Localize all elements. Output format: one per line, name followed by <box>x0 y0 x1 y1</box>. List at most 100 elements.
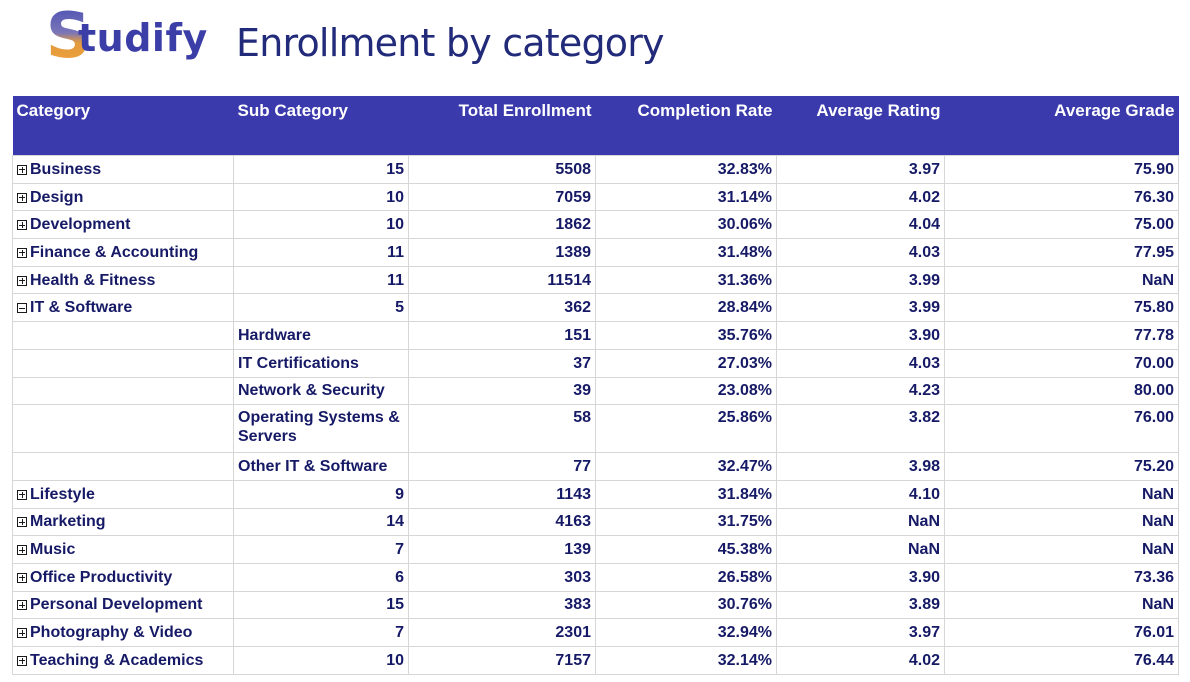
table-row: Development 10 1862 30.06% 4.04 75.00 <box>12 210 1179 240</box>
category-cell: Marketing <box>12 507 234 537</box>
collapse-icon[interactable] <box>17 303 27 314</box>
total-enrollment-cell: 362 <box>408 293 596 323</box>
completion-rate-cell: 26.58% <box>595 562 777 592</box>
table-row: Lifestyle 9 1143 31.84% 4.10 NaN <box>12 479 1179 509</box>
average-grade-cell: 70.00 <box>944 348 1179 378</box>
average-rating-cell: 3.89 <box>776 590 945 620</box>
category-label: Design <box>30 188 84 206</box>
category-label: IT & Software <box>30 299 133 317</box>
expand-icon[interactable] <box>17 517 27 528</box>
total-enrollment-cell: 39 <box>408 376 596 406</box>
sub-category-count-cell: 11 <box>233 265 409 295</box>
sub-category-name-cell: Network & Security <box>233 376 409 406</box>
average-rating-cell: 4.02 <box>776 646 945 675</box>
logo-s-mark: S <box>46 0 91 72</box>
category-cell: IT & Software <box>12 293 234 323</box>
sub-category-count-cell: 11 <box>233 238 409 267</box>
total-enrollment-cell: 2301 <box>408 618 596 647</box>
completion-rate-cell: 31.48% <box>595 238 777 267</box>
logo-wordmark: tudify <box>78 16 208 60</box>
table-row: Photography & Video 7 2301 32.94% 3.97 76.01 <box>12 618 1179 647</box>
column-header-category[interactable]: Category <box>12 96 234 156</box>
completion-rate-cell: 32.94% <box>595 618 777 647</box>
average-grade-cell: 77.78 <box>944 321 1179 350</box>
table-row: Marketing 14 4163 31.75% NaN NaN <box>12 507 1179 537</box>
page-title: Enrollment by category <box>236 21 665 65</box>
average-grade-cell: NaN <box>944 507 1179 537</box>
table-row: Personal Development 15 383 30.76% 3.89 NaN <box>12 590 1179 620</box>
table-row: Music 7 139 45.38% NaN NaN <box>12 535 1179 564</box>
table-subrow: Network & Security 39 23.08% 4.23 80.00 <box>12 376 1179 406</box>
sub-category-name-cell: Other IT & Software <box>233 452 409 481</box>
total-enrollment-cell: 5508 <box>408 155 596 184</box>
table-row: Health & Fitness 11 11514 31.36% 3.99 NaN <box>12 265 1179 295</box>
total-enrollment-cell: 139 <box>408 535 596 564</box>
average-rating-cell: 3.99 <box>776 293 945 323</box>
expand-icon[interactable] <box>17 655 27 666</box>
average-rating-cell: 3.97 <box>776 618 945 647</box>
average-rating-cell: NaN <box>776 507 945 537</box>
sub-category-count-cell: 10 <box>233 210 409 240</box>
total-enrollment-cell: 4163 <box>408 507 596 537</box>
expand-icon[interactable] <box>17 247 27 258</box>
table-row: Office Productivity 6 303 26.58% 3.90 73.36 <box>12 562 1179 592</box>
column-header-average-rating[interactable]: Average Rating <box>776 96 945 156</box>
sub-category-count-cell: 10 <box>233 646 409 675</box>
category-cell: Business <box>12 155 234 184</box>
category-cell: Office Productivity <box>12 562 234 592</box>
average-rating-cell: NaN <box>776 535 945 564</box>
table-row: Business 15 5508 32.83% 3.97 75.90 <box>12 155 1179 184</box>
completion-rate-cell: 30.76% <box>595 590 777 620</box>
sub-category-count-cell: 5 <box>233 293 409 323</box>
empty-category-cell <box>12 452 234 481</box>
total-enrollment-cell: 11514 <box>408 265 596 295</box>
category-label: Lifestyle <box>30 485 95 503</box>
average-rating-cell: 4.02 <box>776 182 945 212</box>
empty-category-cell <box>12 348 234 378</box>
completion-rate-cell: 25.86% <box>595 404 777 454</box>
category-label: Health & Fitness <box>30 271 156 289</box>
category-label: Marketing <box>30 513 106 531</box>
category-label: Photography & Video <box>30 624 193 642</box>
average-grade-cell: 77.95 <box>944 238 1179 267</box>
column-header-completion-rate[interactable]: Completion Rate <box>595 96 777 156</box>
expand-icon[interactable] <box>17 628 27 639</box>
category-cell: Design <box>12 182 234 212</box>
expand-icon[interactable] <box>17 545 27 556</box>
completion-rate-cell: 32.83% <box>595 155 777 184</box>
average-rating-cell: 4.03 <box>776 238 945 267</box>
category-cell: Health & Fitness <box>12 265 234 295</box>
average-grade-cell: 76.01 <box>944 618 1179 647</box>
category-label: Personal Development <box>30 596 203 614</box>
expand-icon[interactable] <box>17 275 27 286</box>
total-enrollment-cell: 7059 <box>408 182 596 212</box>
completion-rate-cell: 35.76% <box>595 321 777 350</box>
enrollment-table: Category Sub Category Total Enrollment C… <box>12 96 1179 675</box>
sub-category-name-cell: Operating Systems & Servers <box>233 404 409 454</box>
expand-icon[interactable] <box>17 220 27 231</box>
completion-rate-cell: 28.84% <box>595 293 777 323</box>
average-rating-cell: 3.90 <box>776 562 945 592</box>
expand-icon[interactable] <box>17 489 27 500</box>
column-header-sub-category[interactable]: Sub Category <box>233 96 409 156</box>
sub-category-count-cell: 9 <box>233 479 409 509</box>
completion-rate-cell: 32.47% <box>595 452 777 481</box>
total-enrollment-cell: 1143 <box>408 479 596 509</box>
column-header-average-grade[interactable]: Average Grade <box>944 96 1179 156</box>
expand-icon[interactable] <box>17 164 27 175</box>
average-rating-cell: 3.90 <box>776 321 945 350</box>
completion-rate-cell: 32.14% <box>595 646 777 675</box>
table-subrow: Other IT & Software 77 32.47% 3.98 75.20 <box>12 452 1179 481</box>
table-subrow: IT Certifications 37 27.03% 4.03 70.00 <box>12 348 1179 378</box>
expand-icon[interactable] <box>17 192 27 203</box>
column-header-total-enrollment[interactable]: Total Enrollment <box>408 96 596 156</box>
completion-rate-cell: 31.75% <box>595 507 777 537</box>
total-enrollment-cell: 151 <box>408 321 596 350</box>
sub-category-count-cell: 6 <box>233 562 409 592</box>
average-rating-cell: 4.03 <box>776 348 945 378</box>
table-row: IT & Software 5 362 28.84% 3.99 75.80 <box>12 293 1179 323</box>
expand-icon[interactable] <box>17 600 27 611</box>
sub-category-name-cell: Hardware <box>233 321 409 350</box>
expand-icon[interactable] <box>17 572 27 583</box>
empty-category-cell <box>12 321 234 350</box>
